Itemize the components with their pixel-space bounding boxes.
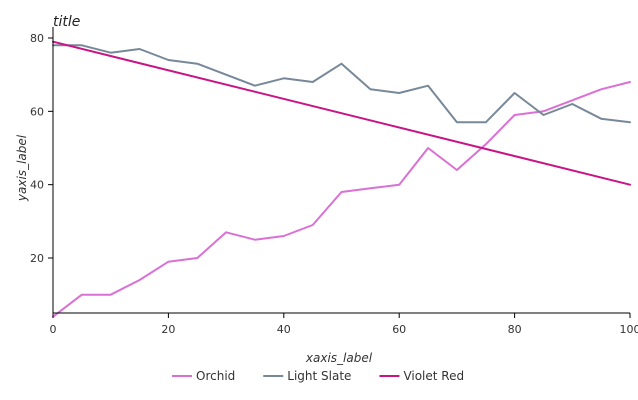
legend-label-violet-red: Violet Red [403, 369, 464, 383]
series-line-light-slate [52, 44, 631, 124]
x-tick-label: 80 [508, 323, 522, 336]
series-line-violet-red [52, 40, 631, 186]
y-tick-label: 40 [30, 179, 44, 192]
x-tick-label: 100 [620, 323, 638, 336]
x-tick-label: 0 [50, 323, 57, 336]
x-tick-label: 20 [161, 323, 175, 336]
legend: Orchid Light Slate Violet Red [172, 369, 464, 383]
legend-label-orchid: Orchid [196, 369, 235, 383]
series-line-orchid [52, 81, 631, 318]
y-tick-label: 60 [30, 105, 44, 118]
x-tick-label: 60 [392, 323, 406, 336]
legend-label-light-slate: Light Slate [287, 369, 351, 383]
x-tick-label: 40 [277, 323, 291, 336]
chart-title: title [53, 14, 80, 30]
y-axis-title: yaxis_label [15, 134, 29, 202]
x-axis: 0 20 40 60 80 100 [50, 312, 638, 336]
y-tick-label: 80 [30, 32, 44, 45]
x-axis-title: xaxis_label [305, 351, 373, 365]
y-axis: 20 40 60 80 [30, 27, 54, 313]
plot-area [52, 40, 631, 318]
y-tick-label: 20 [30, 252, 44, 265]
